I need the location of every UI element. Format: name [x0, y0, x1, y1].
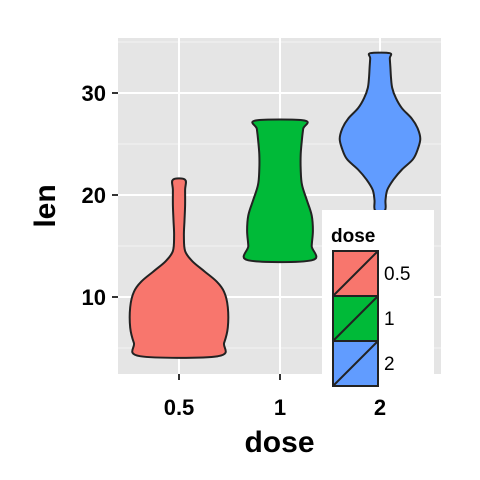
violins — [128, 51, 422, 359]
violin-2 — [338, 51, 422, 213]
legend-key-diagonal — [332, 340, 379, 387]
x-tick-label: 0.5 — [164, 395, 195, 420]
legend-label: 2 — [384, 354, 395, 375]
legend-key-diagonal — [332, 250, 379, 297]
legend-label: 1 — [384, 309, 395, 330]
legend-item: 2 — [332, 340, 395, 387]
legend-label: 0.5 — [384, 264, 410, 285]
y-tick-label: 10 — [82, 285, 106, 310]
y-tick-label: 30 — [82, 81, 106, 106]
legend-item: 1 — [332, 295, 395, 342]
violin-0-5 — [128, 177, 230, 359]
x-tick-label: 1 — [274, 395, 286, 420]
legend-key-diagonal — [332, 295, 379, 342]
x-axis-title: dose — [244, 426, 314, 459]
legend-items: 0.5 1 2 — [332, 250, 410, 387]
axes: 10 20 30 0.5 1 2 — [82, 81, 387, 420]
y-axis-title: len — [29, 184, 62, 227]
violin-1 — [242, 118, 318, 264]
x-tick-label: 2 — [374, 395, 386, 420]
y-tick-label: 20 — [82, 183, 106, 208]
legend-title: dose — [331, 226, 375, 247]
legend: dose 0.5 1 2 — [322, 210, 434, 394]
